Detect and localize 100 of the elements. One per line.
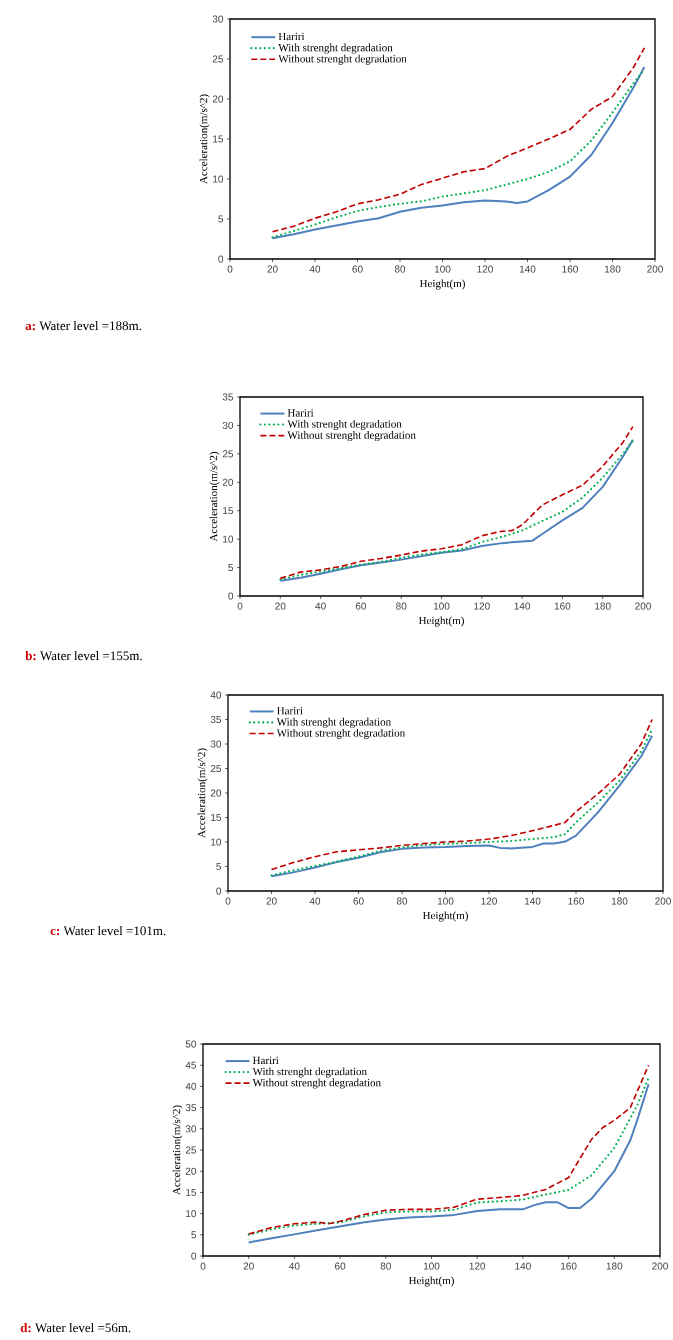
x-tick-label: 140: [519, 265, 536, 273]
x-tick-label: 80: [394, 265, 406, 273]
x-tick-label: 200: [652, 1262, 668, 1270]
x-tick-label: 180: [604, 265, 621, 273]
legend-label: Hariri: [278, 32, 305, 41]
y-tick-label: 10: [223, 535, 234, 543]
y-axis-title: Acceleration(m/s^2): [209, 451, 220, 542]
x-tick-label: 80: [380, 1262, 391, 1270]
y-tick-label: 40: [210, 691, 222, 699]
y-tick-label: 50: [185, 1040, 197, 1048]
y-tick-label: 15: [213, 135, 224, 143]
x-tick-label: 140: [524, 897, 541, 905]
x-tick-label: 140: [514, 602, 531, 610]
y-tick-label: 15: [223, 507, 234, 515]
y-tick-label: 5: [228, 564, 234, 572]
legend-label: With strenght degradation: [276, 717, 391, 728]
x-tick-label: 20: [243, 1262, 254, 1270]
legend-label: Hariri: [287, 409, 314, 417]
text: Water level =188m.: [39, 320, 142, 331]
text: a:: [25, 323, 35, 331]
y-tick-label: 15: [211, 814, 222, 821]
y-tick-label: 35: [185, 1104, 197, 1112]
x-tick-label: 200: [647, 265, 663, 273]
x-tick-label: 160: [554, 602, 571, 610]
y-tick-label: 25: [210, 764, 222, 773]
y-tick-label: 10: [186, 1210, 197, 1218]
legend-label: Hariri: [277, 707, 303, 715]
x-tick-label: 200: [655, 897, 671, 905]
y-tick-label: 0: [191, 1252, 197, 1260]
y-tick-label: 20: [212, 95, 224, 103]
x-tick-label: 120: [481, 897, 497, 905]
x-tick-label: 120: [474, 602, 490, 610]
x-tick-label: 100: [433, 602, 450, 610]
y-tick-label: 25: [212, 55, 224, 63]
y-tick-label: 30: [185, 1125, 197, 1133]
x-tick-label: 40: [315, 602, 326, 610]
x-tick-label: 180: [595, 602, 611, 610]
text: Water level =101m.: [63, 925, 166, 936]
y-axis-title: Acceleration(m/s^2): [197, 748, 208, 838]
y-tick-label: 30: [212, 15, 224, 23]
x-axis-title: Height(m): [419, 279, 465, 290]
legend-label: With strenght degradation: [278, 43, 393, 54]
y-tick-label: 10: [211, 838, 222, 846]
legend-label: With strenght degradation: [287, 419, 402, 430]
x-tick-label: 60: [352, 265, 363, 273]
y-tick-label: 0: [218, 255, 224, 263]
x-tick-label: 120: [477, 265, 493, 273]
x-tick-label: 0: [237, 602, 243, 610]
legend-label: Without strenght degradation: [252, 1078, 381, 1089]
x-tick-label: 40: [309, 897, 321, 905]
text: c:: [50, 928, 60, 936]
y-tick-label: 15: [186, 1188, 197, 1196]
x-axis-title: Height(m): [418, 616, 464, 627]
y-tick-label: 30: [222, 421, 234, 429]
x-tick-label: 80: [396, 602, 407, 610]
x-tick-label: 140: [515, 1262, 531, 1270]
x-tick-label: 60: [335, 1262, 346, 1270]
x-tick-label: 100: [437, 897, 454, 905]
y-tick-label: 35: [222, 393, 234, 401]
y-tick-label: 35: [210, 715, 222, 724]
x-tick-label: 180: [611, 897, 628, 905]
x-tick-label: 100: [434, 265, 451, 273]
y-tick-label: 5: [191, 1231, 197, 1239]
x-axis-title: Height(m): [408, 1276, 454, 1287]
text: b:: [25, 650, 36, 661]
y-tick-label: 10: [213, 175, 224, 183]
x-tick-label: 40: [289, 1262, 300, 1270]
y-tick-label: 0: [216, 887, 222, 895]
legend-label: Without strenght degradation: [278, 54, 407, 65]
y-tick-label: 20: [185, 1167, 197, 1175]
y-tick-label: 25: [222, 450, 234, 458]
y-tick-label: 20: [222, 478, 234, 486]
x-tick-label: 120: [469, 1262, 486, 1270]
x-tick-label: 20: [267, 265, 278, 273]
y-tick-label: 20: [210, 789, 222, 797]
x-tick-label: 40: [309, 265, 321, 273]
y-tick-label: 5: [216, 863, 222, 870]
x-tick-label: 160: [562, 265, 578, 273]
y-axis-title: Acceleration(m/s^2): [172, 1105, 183, 1195]
legend-label: Hariri: [252, 1056, 279, 1065]
y-axis-title: Acceleration(m/s^2): [199, 94, 210, 184]
x-tick-label: 20: [266, 897, 277, 905]
y-tick-label: 5: [218, 215, 224, 223]
x-tick-label: 100: [423, 1262, 440, 1270]
legend-label: Without strenght degradation: [276, 728, 406, 739]
x-tick-label: 160: [568, 897, 584, 905]
legend-label: Without strenght degradation: [287, 431, 416, 442]
x-tick-label: 0: [200, 1262, 206, 1270]
y-tick-label: 40: [185, 1082, 197, 1090]
y-tick-label: 25: [185, 1146, 197, 1154]
x-tick-label: 180: [606, 1262, 623, 1270]
x-tick-label: 60: [353, 897, 364, 905]
x-tick-label: 160: [561, 1262, 577, 1270]
x-tick-label: 80: [396, 897, 408, 905]
text: Water level =155m.: [40, 650, 142, 661]
x-tick-label: 60: [355, 602, 367, 610]
y-tick-label: 30: [210, 740, 222, 748]
x-tick-label: 20: [275, 602, 286, 610]
legend-label: With strenght degradation: [252, 1067, 367, 1078]
x-tick-label: 200: [635, 602, 651, 610]
